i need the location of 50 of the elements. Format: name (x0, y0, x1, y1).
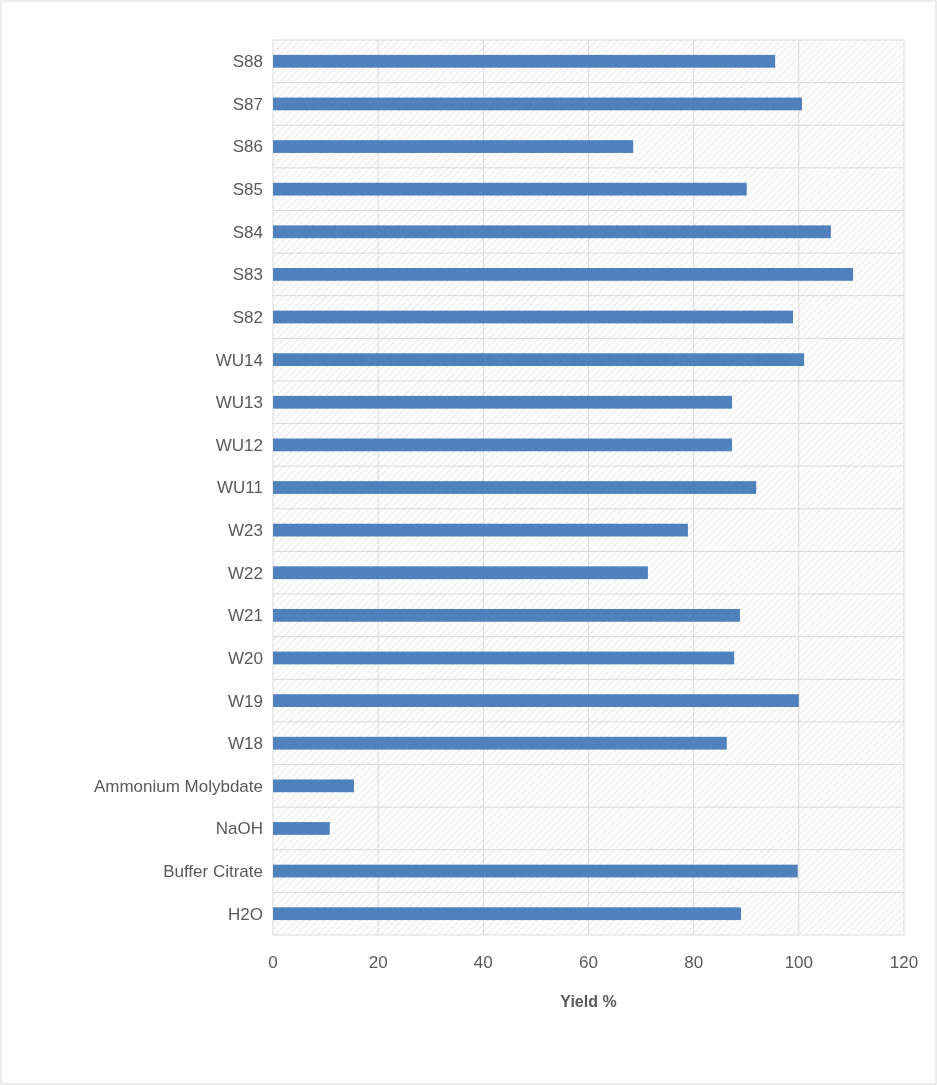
bar (273, 140, 634, 153)
bar (273, 566, 648, 580)
y-tick-label: W22 (228, 563, 263, 583)
bar (273, 225, 831, 239)
bar (273, 353, 805, 367)
x-axis-title: Yield % (560, 993, 617, 1010)
y-tick-label: H2O (228, 904, 263, 924)
bar (273, 268, 853, 281)
y-tick-label: WU14 (215, 350, 263, 370)
bar (273, 779, 354, 793)
bar (273, 310, 794, 324)
y-tick-label: W20 (228, 648, 263, 668)
bar (273, 907, 741, 921)
x-tick-label: 100 (784, 953, 814, 972)
bar (273, 54, 776, 68)
bar (273, 523, 688, 537)
x-tick-label: 120 (889, 953, 919, 972)
bar (273, 651, 735, 665)
x-tick-label: 40 (473, 953, 493, 972)
y-tick-label: W21 (228, 606, 263, 626)
y-tick-label: WU13 (215, 393, 263, 413)
y-tick-label: S87 (232, 94, 263, 114)
bar (273, 182, 747, 196)
bar (273, 822, 330, 835)
bar (273, 864, 798, 878)
bar (273, 481, 757, 494)
y-tick-label: S82 (232, 307, 263, 327)
bar (273, 608, 740, 622)
bar (273, 694, 799, 707)
y-tick-label: W18 (228, 734, 263, 754)
y-tick-label: W23 (228, 521, 263, 541)
y-tick-label: W19 (228, 691, 263, 711)
bar (273, 97, 802, 111)
y-tick-label: Buffer Citrate (163, 862, 263, 882)
y-tick-label: S84 (232, 222, 263, 242)
x-tick-label: 0 (268, 953, 278, 972)
x-tick-label: 80 (684, 953, 704, 972)
y-tick-label: S85 (232, 180, 263, 200)
y-tick-label: S88 (232, 52, 263, 72)
bar (273, 736, 727, 750)
x-tick-label: 20 (368, 953, 388, 972)
y-tick-label: NaOH (215, 819, 263, 839)
y-tick-label: WU12 (215, 435, 263, 455)
y-tick-label: S86 (232, 137, 263, 157)
y-tick-label: WU11 (217, 478, 263, 498)
bar (273, 395, 733, 409)
bar (273, 438, 733, 452)
y-tick-label: Ammonium Molybdate (93, 776, 263, 796)
y-tick-label: S83 (232, 265, 263, 285)
x-tick-label: 60 (579, 953, 598, 972)
